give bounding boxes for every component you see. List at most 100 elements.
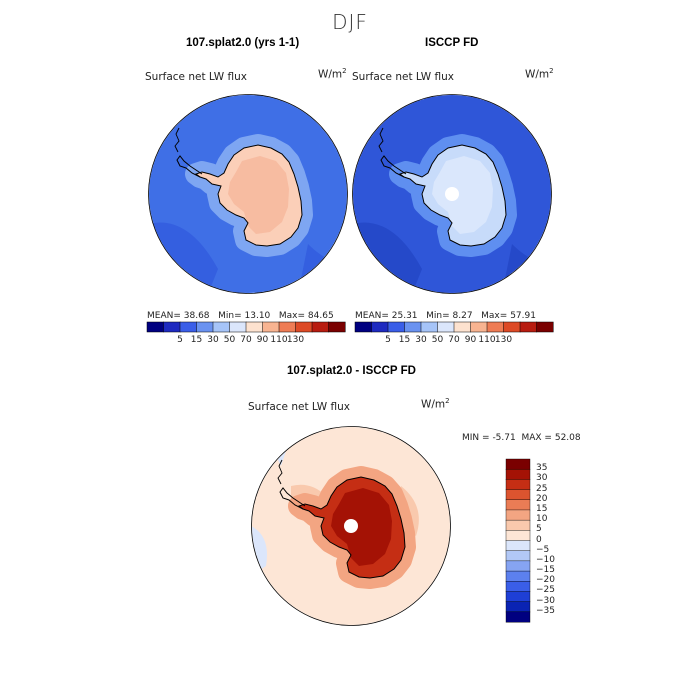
colorbar-tick-label: 110 (478, 335, 496, 345)
colorbar-swatch (245, 321, 264, 333)
panel3-map (251, 426, 451, 626)
colorbar-swatch (311, 321, 330, 333)
colorbar-swatch (146, 321, 165, 333)
colorbar-tick-label: 5 (177, 335, 183, 345)
colorbar-swatch (505, 611, 531, 623)
colorbar-tick-label: 90 (256, 335, 269, 345)
colorbar-swatch (505, 468, 531, 480)
colorbar-swatch (536, 321, 554, 333)
colorbar-tick-label: 130 (494, 335, 513, 345)
map-field (149, 95, 347, 293)
peninsula-coastline (380, 155, 407, 178)
colorbar-tick-label: 15 (536, 503, 548, 514)
peninsula-coastline (279, 487, 306, 510)
colorbar-swatch (505, 591, 531, 603)
colorbar-tick-label: 15 (398, 335, 411, 345)
south-america-coastline (378, 127, 384, 153)
colorbar-tick-label: 30 (207, 335, 219, 345)
colorbar-tick-label: 5 (536, 524, 542, 535)
colorbar-swatch (505, 550, 531, 562)
colorbar-tick-label: −5 (536, 544, 550, 555)
colorbar-swatch (505, 581, 531, 592)
panel3-units: W/m2 (421, 397, 450, 411)
colorbar-tick-label: −10 (536, 554, 555, 565)
colorbar-swatch (404, 321, 422, 333)
colorbar-tick-label: 90 (464, 335, 477, 345)
colorbar-swatch (505, 601, 531, 613)
colorbar-tick-label: −30 (536, 595, 555, 606)
colorbar-swatch (470, 321, 488, 333)
colorbar-swatch (196, 321, 214, 333)
figure-title: DJF (332, 10, 368, 34)
interior-field (331, 488, 392, 566)
peninsula-coastline (176, 155, 203, 178)
panel3-title: 107.splat2.0 - ISCCP FD (287, 365, 416, 377)
negative-patch (426, 431, 446, 456)
colorbar-tick-label: 70 (448, 335, 460, 345)
colorbar-swatch (505, 499, 531, 511)
colorbar-swatch (505, 530, 531, 542)
colorbar-tick-label: 5 (385, 335, 391, 345)
colorbar-tick-label: −20 (536, 575, 555, 586)
map-field (353, 95, 551, 293)
colorbar-swatch (505, 509, 531, 521)
colorbar-tick-label: 130 (286, 335, 305, 345)
map-border (352, 94, 552, 294)
colorbar-tick-label: −15 (536, 565, 555, 576)
colorbar-tick-label: 20 (536, 493, 548, 504)
colorbar-swatch (387, 321, 406, 333)
colorbar-tick-label: 35 (536, 463, 548, 474)
map-border (148, 94, 348, 294)
colorbar-swatch (505, 560, 531, 572)
colorbar-swatch (505, 489, 531, 501)
colorbar-tick-label: 70 (240, 335, 252, 345)
colorbar-swatch (505, 540, 531, 552)
coastline (398, 144, 507, 247)
colorbar-tick-label: 30 (536, 473, 548, 484)
colorbar-swatch (486, 321, 505, 333)
colorbar-tick-label: −25 (536, 585, 555, 596)
colorbar-swatch (371, 321, 389, 333)
colorbar-swatch (437, 321, 455, 333)
colorbar-swatch (229, 321, 247, 333)
colorbar-swatch (505, 570, 531, 582)
map-border (251, 426, 451, 626)
panel1-map (148, 94, 348, 294)
south-america-coastline (174, 127, 180, 153)
panel3-colorbar (505, 458, 531, 623)
panel2-map (352, 94, 552, 294)
colorbar-swatch (505, 458, 531, 470)
interior-field (432, 156, 493, 234)
colorbar-tick-label: 0 (536, 534, 542, 545)
coastline (297, 476, 406, 579)
colorbar-swatch (328, 321, 346, 333)
panel1-units: W/m2 (318, 67, 347, 81)
colorbar-swatch (453, 321, 472, 333)
panel3-stats: MIN = -5.71 MAX = 52.08 (462, 433, 581, 443)
panel2-stats: MEAN= 25.31 Min= 8.27 Max= 57.91 (355, 311, 536, 321)
colorbar-swatch (295, 321, 313, 333)
panel2-field-label: Surface net LW flux (352, 71, 454, 83)
panel2-units: W/m2 (525, 67, 554, 81)
colorbar-tick-label: 25 (536, 483, 548, 494)
pole-hole (445, 187, 459, 201)
colorbar-swatch (505, 519, 531, 531)
colorbar-swatch (505, 479, 531, 491)
colorbar-swatch (163, 321, 181, 333)
interior-field (228, 156, 289, 234)
colorbar-swatch (420, 321, 439, 333)
south-america-coastline (277, 459, 283, 485)
colorbar-swatch (262, 321, 280, 333)
panel1-field-label: Surface net LW flux (145, 71, 247, 83)
colorbar-swatch (503, 321, 521, 333)
coastline (194, 144, 303, 247)
map-field (252, 427, 450, 625)
panel1-stats: MEAN= 38.68 Min= 13.10 Max= 84.65 (147, 311, 334, 321)
pole-hole (344, 519, 358, 533)
colorbar-tick-label: 50 (431, 335, 444, 345)
colorbar-swatch (179, 321, 198, 333)
colorbar-tick-label: 30 (415, 335, 427, 345)
colorbar-tick-label: 50 (223, 335, 236, 345)
panel1-colorbar (146, 321, 346, 333)
panel1-title: 107.splat2.0 (yrs 1-1) (186, 37, 300, 49)
